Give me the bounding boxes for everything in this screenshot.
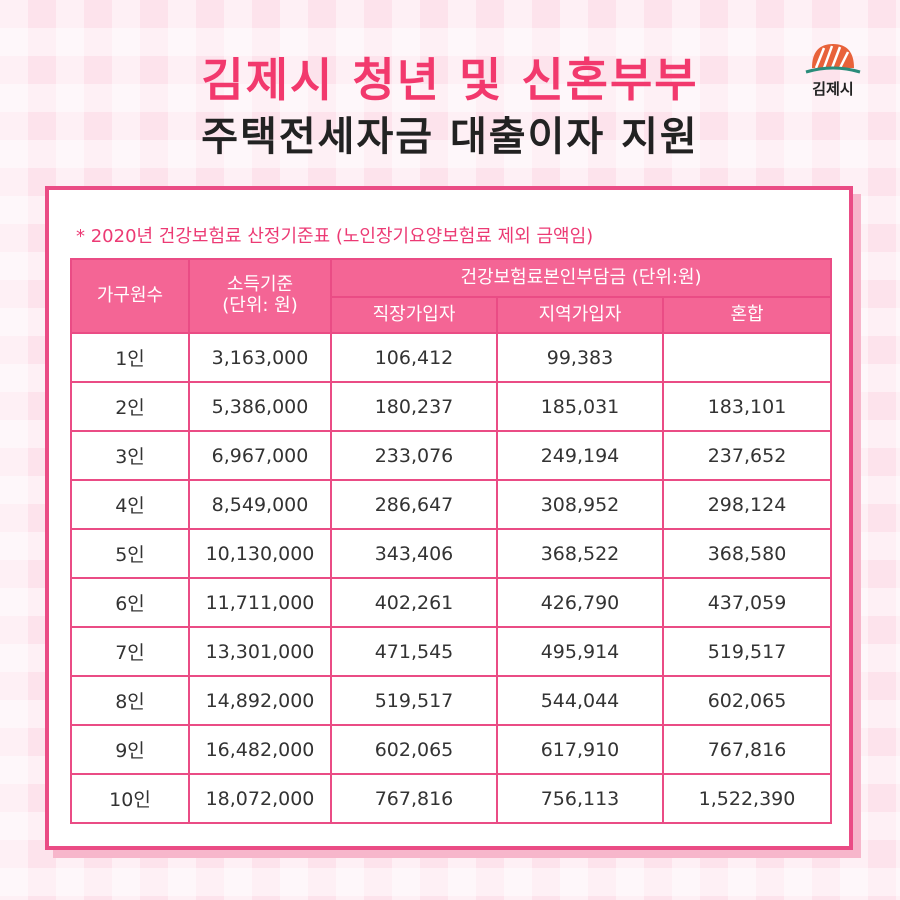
cell-mixed-premium bbox=[661, 332, 833, 383]
table-row: 8인 14,892,000 519,517 544,044 602,065 bbox=[70, 675, 833, 726]
cell-income: 6,967,000 bbox=[188, 430, 332, 481]
cell-mixed-premium: 368,580 bbox=[661, 528, 833, 579]
table-row: 2인 5,386,000 180,237 185,031 183,101 bbox=[70, 381, 833, 432]
cell-income: 16,482,000 bbox=[188, 724, 332, 775]
cell-employee-premium: 343,406 bbox=[330, 528, 498, 579]
cell-mixed-premium: 602,065 bbox=[661, 675, 833, 726]
table-row: 5인 10,130,000 343,406 368,522 368,580 bbox=[70, 528, 833, 579]
cell-income: 8,549,000 bbox=[188, 479, 332, 530]
cell-mixed-premium: 237,652 bbox=[661, 430, 833, 481]
table-row: 6인 11,711,000 402,261 426,790 437,059 bbox=[70, 577, 833, 628]
cell-mixed-premium: 298,124 bbox=[661, 479, 833, 530]
table-row: 4인 8,549,000 286,647 308,952 298,124 bbox=[70, 479, 833, 530]
cell-regional-premium: 99,383 bbox=[496, 332, 664, 383]
cell-income: 11,711,000 bbox=[188, 577, 332, 628]
header-premium-group: 건강보험료본인부담금 (단위:원) bbox=[329, 258, 833, 298]
cell-mixed-premium: 519,517 bbox=[661, 626, 833, 677]
cell-household-size: 5인 bbox=[70, 528, 190, 579]
income-premium-table: 가구원수 소득기준 (단위: 원) 건강보험료본인부담금 (단위:원) 직장가입… bbox=[70, 258, 833, 824]
cell-household-size: 9인 bbox=[70, 724, 190, 775]
table-row: 7인 13,301,000 471,545 495,914 519,517 bbox=[70, 626, 833, 677]
cell-employee-premium: 106,412 bbox=[330, 332, 498, 383]
cell-household-size: 3인 bbox=[70, 430, 190, 481]
cell-employee-premium: 471,545 bbox=[330, 626, 498, 677]
cell-household-size: 6인 bbox=[70, 577, 190, 628]
table-note: * 2020년 건강보험료 산정기준표 (노인장기요양보험료 제외 금액임) bbox=[76, 226, 594, 247]
cell-regional-premium: 756,113 bbox=[496, 773, 664, 824]
cell-regional-premium: 249,194 bbox=[496, 430, 664, 481]
cell-mixed-premium: 1,522,390 bbox=[661, 773, 833, 824]
cell-employee-premium: 519,517 bbox=[330, 675, 498, 726]
cell-income: 14,892,000 bbox=[188, 675, 332, 726]
cell-employee-premium: 233,076 bbox=[330, 430, 498, 481]
cell-regional-premium: 185,031 bbox=[496, 381, 664, 432]
cell-income: 18,072,000 bbox=[188, 773, 332, 824]
header-employee-subscriber: 직장가입자 bbox=[330, 296, 498, 334]
gimje-city-logo-icon bbox=[805, 44, 861, 74]
header-income-standard: 소득기준 (단위: 원) bbox=[188, 258, 332, 334]
cell-household-size: 10인 bbox=[70, 773, 190, 824]
header-regional-subscriber: 지역가입자 bbox=[496, 296, 664, 334]
cell-household-size: 4인 bbox=[70, 479, 190, 530]
cell-regional-premium: 426,790 bbox=[496, 577, 664, 628]
header-household-size: 가구원수 bbox=[70, 258, 190, 334]
cell-household-size: 8인 bbox=[70, 675, 190, 726]
cell-regional-premium: 617,910 bbox=[496, 724, 664, 775]
header-mixed: 혼합 bbox=[661, 296, 833, 334]
cell-mixed-premium: 437,059 bbox=[661, 577, 833, 628]
cell-income: 10,130,000 bbox=[188, 528, 332, 579]
cell-income: 5,386,000 bbox=[188, 381, 332, 432]
cell-regional-premium: 308,952 bbox=[496, 479, 664, 530]
logo-text: 김제시 bbox=[812, 80, 854, 98]
table-row: 3인 6,967,000 233,076 249,194 237,652 bbox=[70, 430, 833, 481]
cell-employee-premium: 602,065 bbox=[330, 724, 498, 775]
cell-mixed-premium: 767,816 bbox=[661, 724, 833, 775]
cell-income: 3,163,000 bbox=[188, 332, 332, 383]
cell-employee-premium: 767,816 bbox=[330, 773, 498, 824]
cell-household-size: 7인 bbox=[70, 626, 190, 677]
cell-income: 13,301,000 bbox=[188, 626, 332, 677]
page-title-line2: 주택전세자금 대출이자 지원 bbox=[201, 114, 699, 160]
cell-regional-premium: 495,914 bbox=[496, 626, 664, 677]
cell-household-size: 2인 bbox=[70, 381, 190, 432]
cell-mixed-premium: 183,101 bbox=[661, 381, 833, 432]
table-row: 10인 18,072,000 767,816 756,113 1,522,390 bbox=[70, 773, 833, 824]
table-row: 1인 3,163,000 106,412 99,383 bbox=[70, 332, 833, 383]
table-row: 9인 16,482,000 602,065 617,910 767,816 bbox=[70, 724, 833, 775]
cell-regional-premium: 368,522 bbox=[496, 528, 664, 579]
cell-employee-premium: 286,647 bbox=[330, 479, 498, 530]
cell-regional-premium: 544,044 bbox=[496, 675, 664, 726]
cell-household-size: 1인 bbox=[70, 332, 190, 383]
cell-employee-premium: 180,237 bbox=[330, 381, 498, 432]
cell-employee-premium: 402,261 bbox=[330, 577, 498, 628]
page-title-line1: 김제시 청년 및 신혼부부 bbox=[201, 53, 699, 107]
